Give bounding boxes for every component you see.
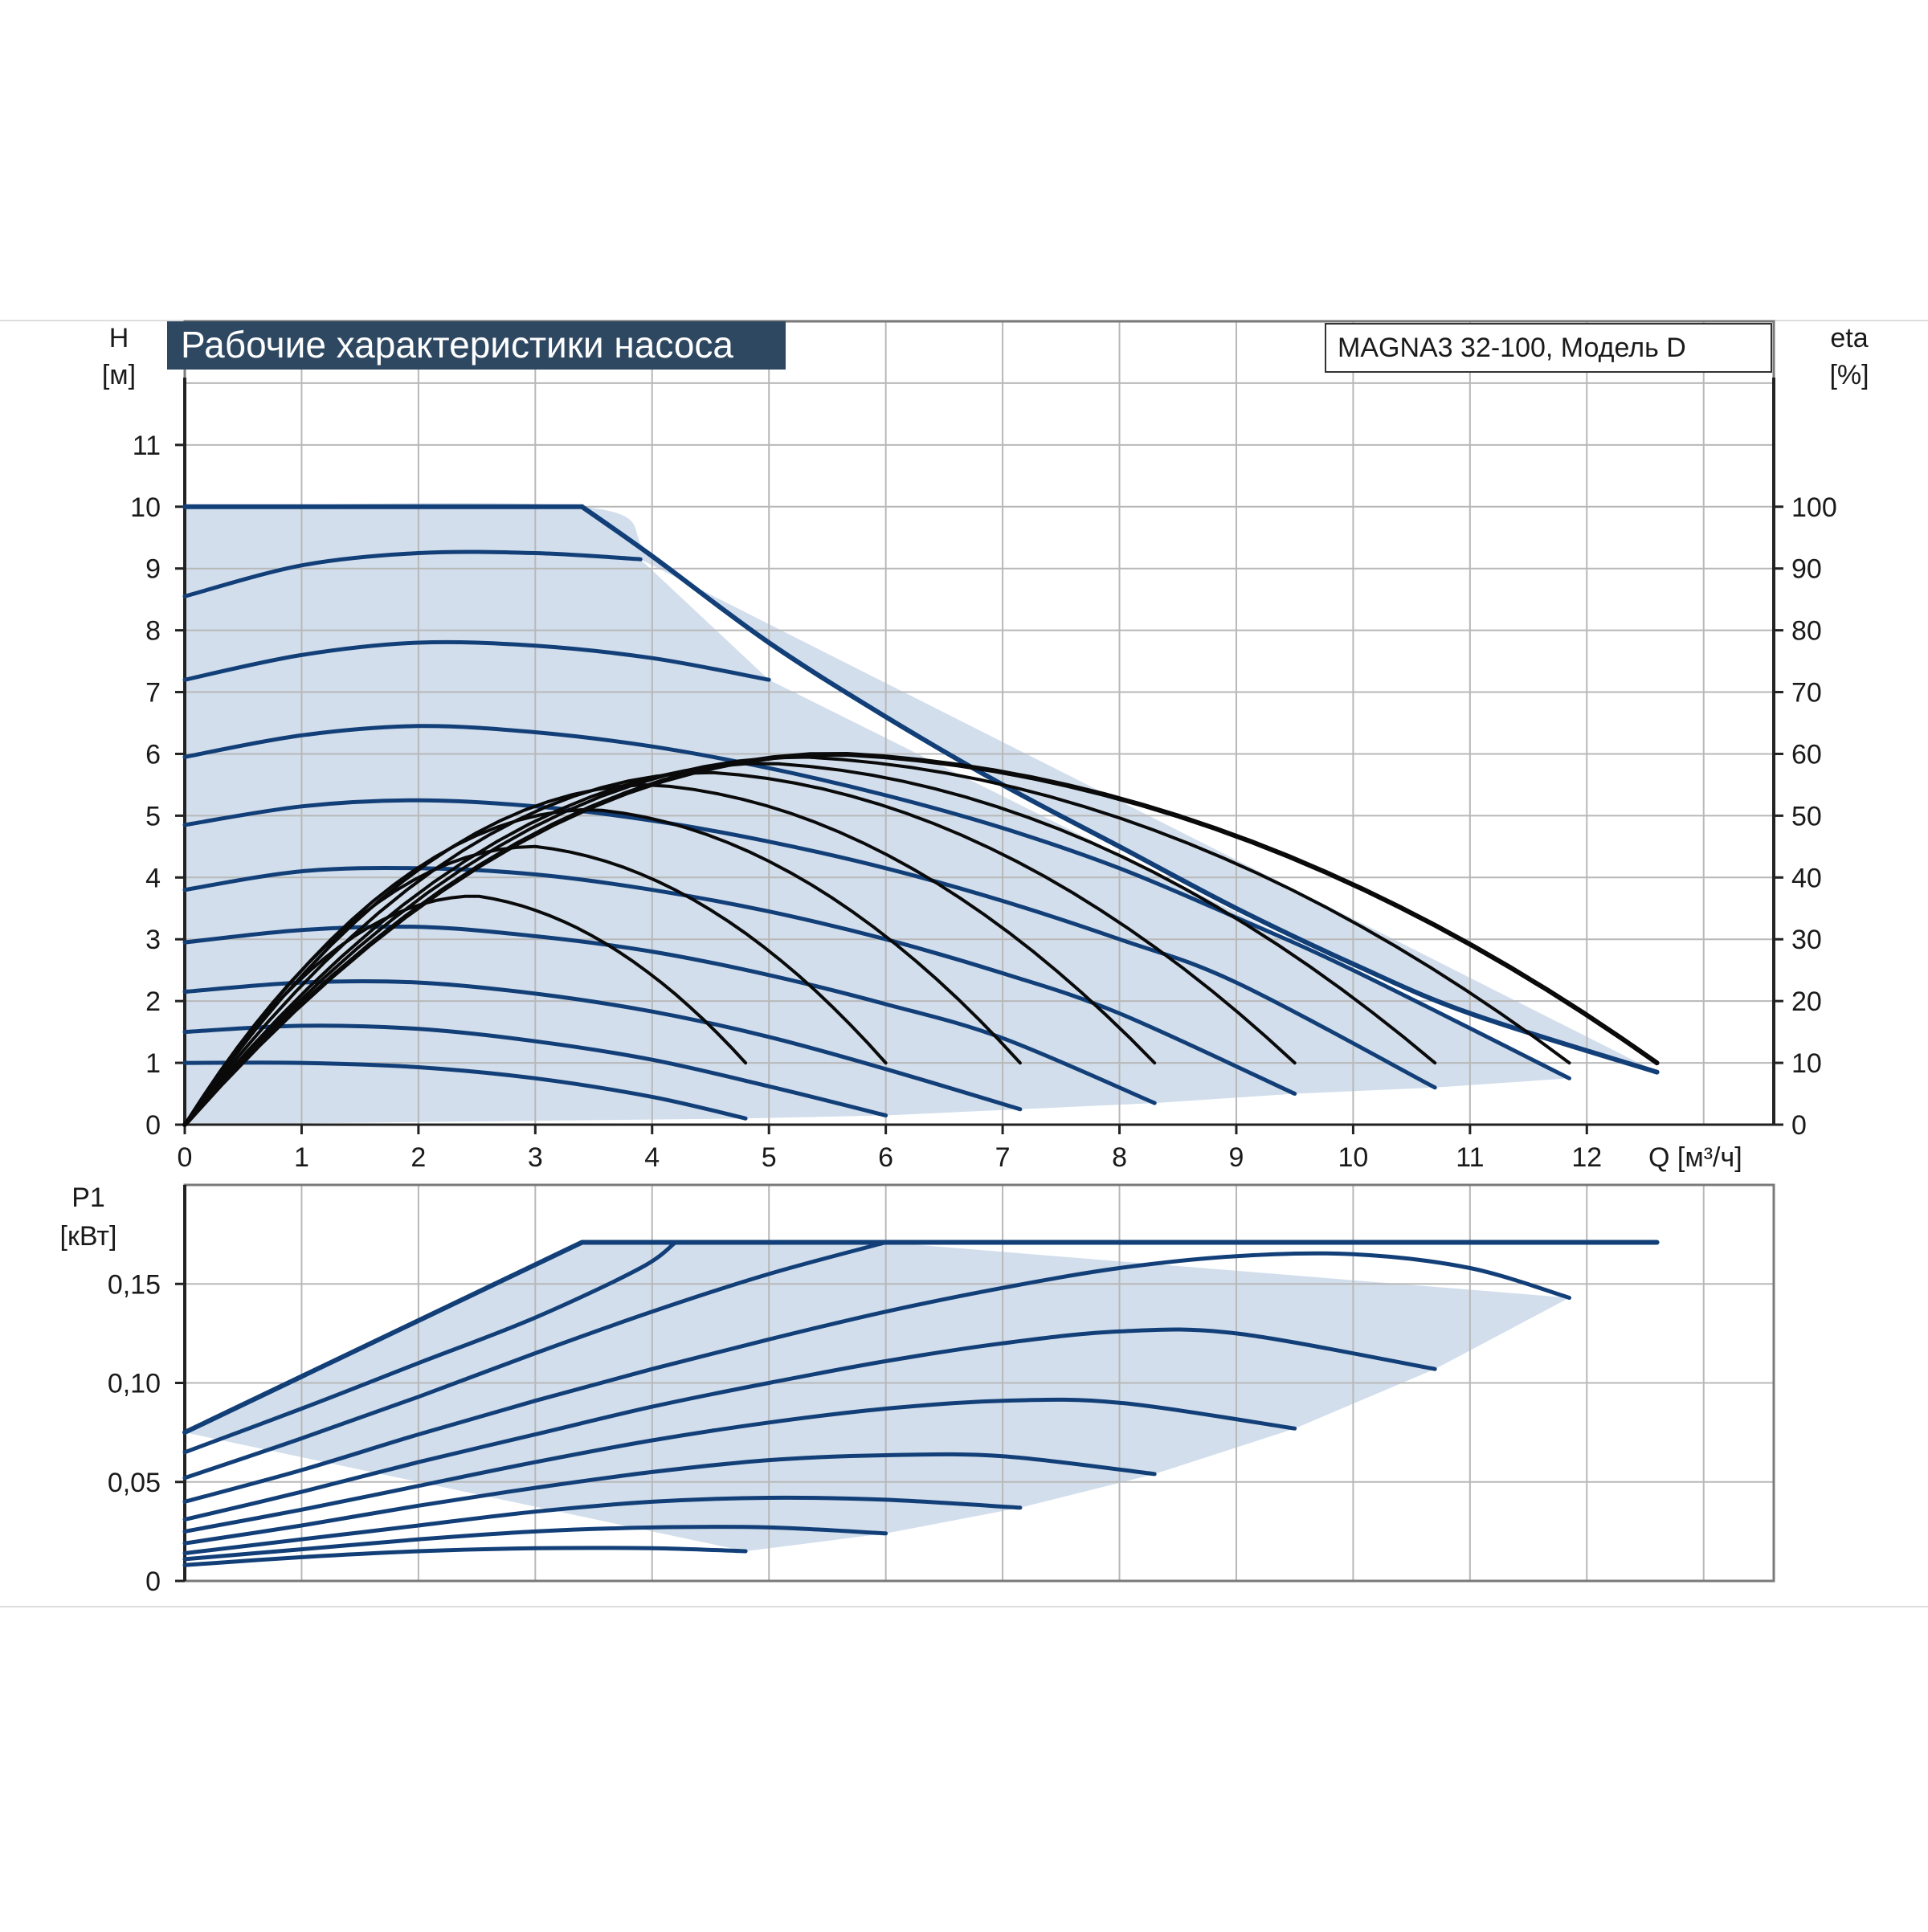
head-operating-area [185,503,1657,1125]
x-tick-label: 1 [294,1142,309,1173]
eta-y-tick-label: 50 [1791,801,1822,831]
head-curve [182,924,1157,1105]
head-y-tick-label: 1 [145,1048,161,1079]
x-tick-label: 9 [1229,1142,1244,1173]
head-y-tick-label: 2 [145,986,161,1017]
power-y-tick-label: 0,15 [108,1269,161,1300]
eta-y-tick-label: 30 [1791,925,1822,955]
power-curve [182,1546,748,1567]
power-curve [182,1495,1023,1555]
x-tick-label: 6 [878,1142,893,1173]
eta-y-tick-label: 100 [1791,492,1837,523]
p1-axis-unit: [кВт] [60,1221,117,1252]
x-tick-label: 2 [411,1142,426,1173]
head-curve [182,1060,748,1121]
head-curve [182,639,771,682]
y2-axis-unit: [%] [1829,360,1869,390]
model-box [1325,323,1772,373]
head-y-tick-label: 4 [145,863,161,893]
x-tick-label: 12 [1571,1142,1602,1173]
model-label: MAGNA3 32-100, Модель D [1338,333,1686,363]
power-plot: 0 0,05 0,10 0,15 [108,1183,1775,1597]
head-curve [182,724,1571,1080]
x-tick-label: 5 [762,1142,777,1173]
head-y-tick-label: 5 [145,801,161,831]
head-curve [182,865,1297,1096]
efficiency-curve [183,782,1157,1126]
head-y-tick-label: 11 [133,431,161,461]
efficiency-curve [183,762,1437,1126]
power-curve [182,1240,888,1481]
eta-y-tick-label: 90 [1791,554,1822,585]
y-axis-symbol: H [109,323,129,353]
head-y-tick-label: 8 [145,616,161,647]
power-curve [182,1397,1297,1534]
y2-axis-symbol: eta [1830,323,1868,353]
efficiency-curve [183,807,1022,1126]
eta-y-tick-label: 60 [1791,739,1822,770]
head-y-tick-label: 7 [145,678,161,709]
power-max-curve [182,1240,1660,1436]
power-y-tick-label: 0,05 [108,1468,161,1498]
eta-y-tick-label: 10 [1791,1048,1822,1079]
power-curve [182,1251,1571,1504]
efficiency-curve [183,770,1297,1126]
x-tick-label: 4 [644,1142,660,1173]
eta-y-tick-label: 40 [1791,863,1822,893]
head-y-tick-label: 9 [145,554,161,585]
x-tick-label: 3 [528,1142,543,1173]
x-tick-label: 8 [1112,1142,1127,1173]
head-y-tick-label: 3 [145,925,161,955]
eta-y-tick-label: 80 [1791,616,1822,647]
eta-y-tick-label: 70 [1791,678,1822,709]
power-curve [182,1525,888,1562]
efficiency-curve [182,751,1660,1127]
efficiency-curve [183,755,1571,1126]
x-axis-label: Q [м³/ч] [1648,1142,1742,1173]
head-max-curve [579,504,1660,1075]
head-y-tick-label: 0 [145,1110,161,1141]
power-curve [182,1240,678,1455]
eta-y-tick-label: 20 [1791,986,1822,1017]
head-curve [182,1023,888,1117]
power-y-tick-label: 0,10 [108,1369,161,1399]
head-curve [182,798,1437,1090]
power-curve [182,1452,1157,1546]
eta-y-tick-label: 0 [1791,1110,1807,1141]
x-tick-label: 0 [178,1142,193,1173]
title-box [167,321,786,370]
y-axis-unit: [м] [102,360,136,390]
head-y-tick-label: 10 [130,492,161,523]
head-curve [182,549,643,598]
power-y-tick-label: 0 [145,1566,161,1597]
power-curve [182,1327,1437,1522]
x-tick-label: 7 [995,1142,1011,1173]
power-operating-area [185,1242,1657,1551]
head-y-tick-label: 6 [145,739,161,770]
p1-axis-symbol: P1 [71,1182,105,1213]
x-tick-label: 11 [1456,1142,1484,1173]
chart-title: Рабочие характеристики насоса [181,324,733,366]
x-tick-label: 10 [1338,1142,1368,1173]
